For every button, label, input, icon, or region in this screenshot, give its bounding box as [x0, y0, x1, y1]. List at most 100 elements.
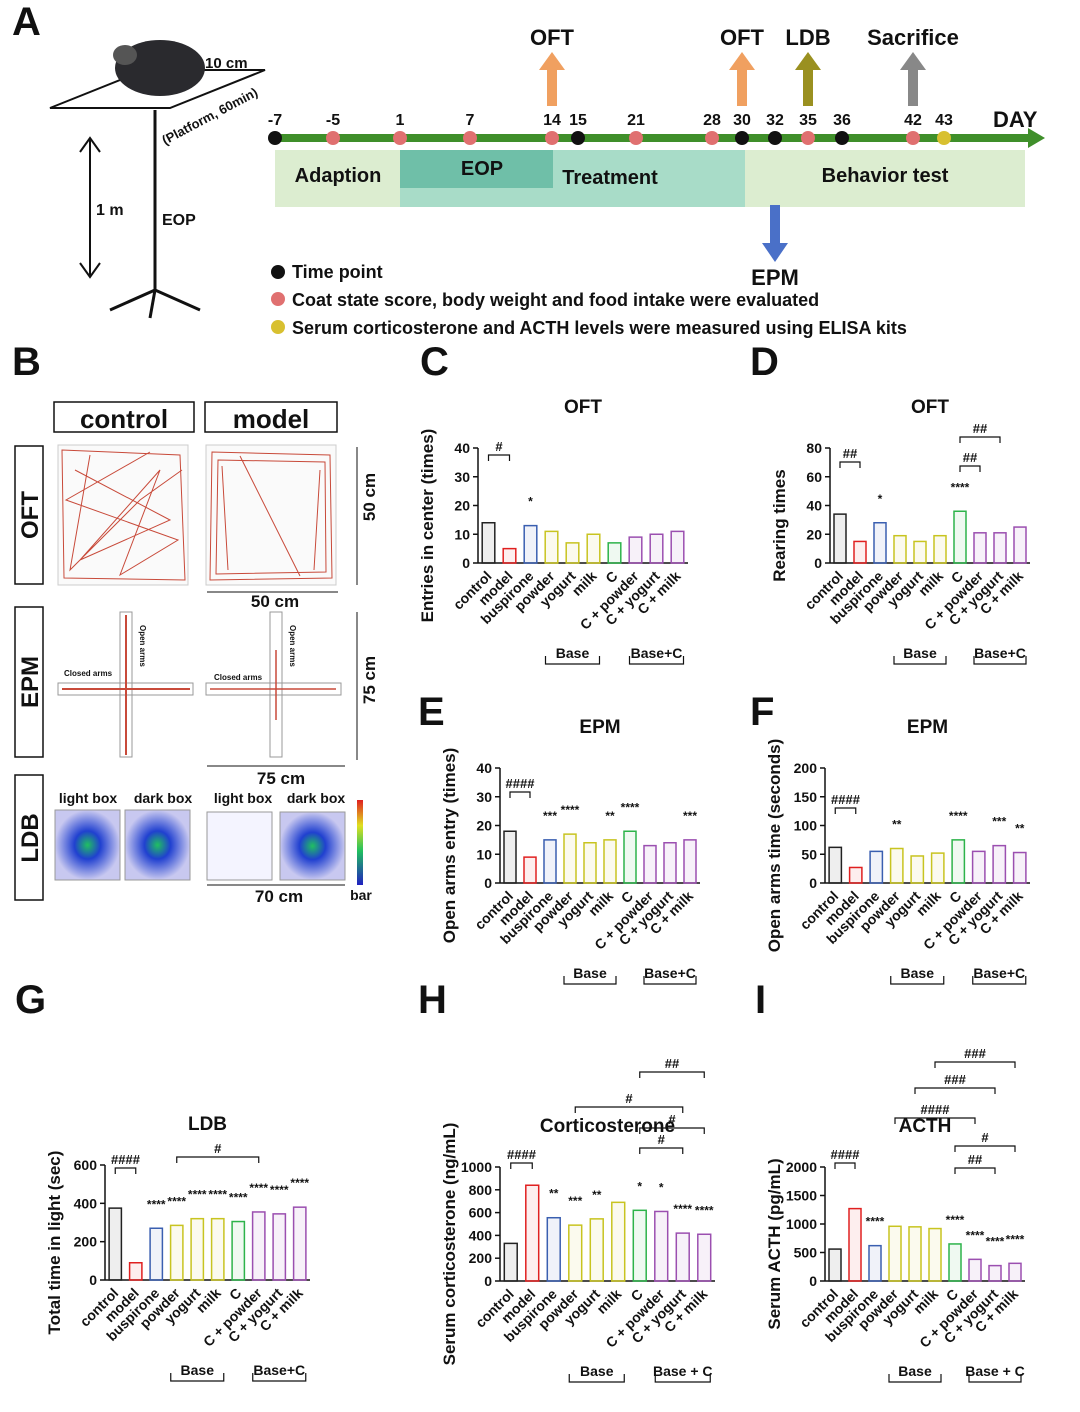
group-label: Base + C	[653, 1363, 713, 1379]
day-label: 28	[703, 112, 721, 129]
significance: ****	[290, 1176, 309, 1190]
significance: ****	[695, 1203, 714, 1217]
bar	[993, 532, 1007, 564]
box-label: dark box	[134, 790, 193, 806]
x-tick-label: milk	[915, 568, 946, 599]
y-tick-label: 100	[794, 818, 818, 834]
day-label: 14	[543, 112, 561, 129]
row-label: LDB	[17, 813, 44, 862]
group-bracket	[654, 1374, 711, 1383]
bar	[525, 1184, 540, 1282]
bracket	[639, 1127, 705, 1134]
bracket-label: #	[495, 439, 503, 454]
panel-letter: F	[750, 690, 774, 734]
phase-label: EOP	[461, 158, 503, 180]
bracket-label: ##	[973, 421, 988, 436]
bracket	[954, 1145, 1016, 1152]
y-tick-label: 200	[469, 1250, 493, 1266]
y-axis-label: Serum ACTH (pg/mL)	[765, 1158, 784, 1329]
bar	[643, 844, 657, 884]
time-point	[545, 131, 559, 145]
trace	[210, 650, 336, 720]
bracket-label: ##	[843, 446, 858, 461]
bracket-label: ####	[831, 1147, 861, 1162]
box-label: light box	[214, 790, 273, 806]
bar	[586, 533, 601, 564]
group-bracket	[170, 1373, 225, 1382]
significance: ****	[208, 1188, 227, 1202]
phase-label: Behavior test	[822, 165, 949, 187]
group-bracket	[568, 1374, 625, 1383]
legend-dot	[271, 292, 285, 306]
arm-label: Closed arms	[214, 673, 263, 682]
group-bracket	[972, 976, 1027, 985]
bracket-label: ##	[963, 450, 978, 465]
bracket	[834, 1162, 856, 1169]
row-box	[14, 445, 44, 585]
bar	[503, 830, 517, 884]
bar	[1013, 526, 1027, 564]
significance: **	[1015, 822, 1025, 836]
bracket-label: #	[668, 1112, 676, 1127]
x-tick-label: milk	[585, 888, 616, 919]
test-arrow	[729, 52, 755, 70]
time-point	[768, 131, 782, 145]
bar	[988, 1264, 1002, 1282]
y-tick-label: 400	[469, 1227, 493, 1243]
significance: ****	[561, 803, 580, 817]
bracket	[639, 1147, 684, 1154]
bracket-label: #	[625, 1091, 633, 1106]
x-tick-label: milk	[593, 1286, 624, 1317]
y-tick-label: 1000	[786, 1216, 817, 1232]
significance: **	[892, 818, 902, 832]
group-label: Base	[901, 965, 935, 981]
chart-title: OFT	[911, 397, 949, 418]
significance: ****	[249, 1181, 268, 1195]
time-point	[705, 131, 719, 145]
significance: ****	[188, 1188, 207, 1202]
y-tick-label: 1000	[461, 1159, 492, 1175]
bar	[149, 1227, 164, 1281]
day-label: 43	[935, 112, 953, 129]
bar	[675, 1232, 690, 1282]
scale-label: 50 cm	[251, 592, 299, 611]
group-bracket	[888, 1374, 942, 1383]
bracket-label: ####	[111, 1152, 141, 1167]
y-tick-label: 10	[454, 526, 470, 542]
heatmap	[124, 809, 191, 881]
significance: *	[528, 495, 533, 509]
y-tick-label: 20	[806, 526, 822, 542]
bracket	[510, 1162, 533, 1169]
bracket	[639, 1071, 705, 1078]
time-point	[393, 131, 407, 145]
bar	[568, 1224, 583, 1282]
day-label: 35	[799, 112, 817, 129]
group-bracket	[893, 656, 947, 665]
trace	[209, 451, 333, 581]
bracket-label: ###	[944, 1072, 966, 1087]
time-point	[326, 131, 340, 145]
time-point	[629, 131, 643, 145]
mouse	[115, 40, 205, 96]
group-bracket	[968, 1374, 1022, 1383]
oft-track	[57, 444, 189, 586]
group-bracket	[252, 1373, 307, 1382]
heatmap	[54, 809, 121, 881]
trace	[61, 449, 186, 581]
arm-label: Closed arms	[64, 669, 113, 678]
significance: ****	[866, 1215, 885, 1229]
y-tick-label: 1500	[786, 1188, 817, 1204]
day-label: 42	[904, 112, 922, 129]
group-label: Base	[556, 645, 590, 661]
test-label: OFT	[720, 25, 765, 50]
day-label: 7	[466, 112, 475, 129]
significance: ***	[543, 809, 557, 823]
bar	[190, 1217, 205, 1281]
box-label: dark box	[287, 790, 346, 806]
significance: ****	[270, 1183, 289, 1197]
bar	[889, 847, 904, 884]
significance: ***	[992, 815, 1006, 829]
significance: ****	[673, 1202, 692, 1216]
bar	[908, 1226, 922, 1282]
y-tick-label: 30	[454, 469, 470, 485]
